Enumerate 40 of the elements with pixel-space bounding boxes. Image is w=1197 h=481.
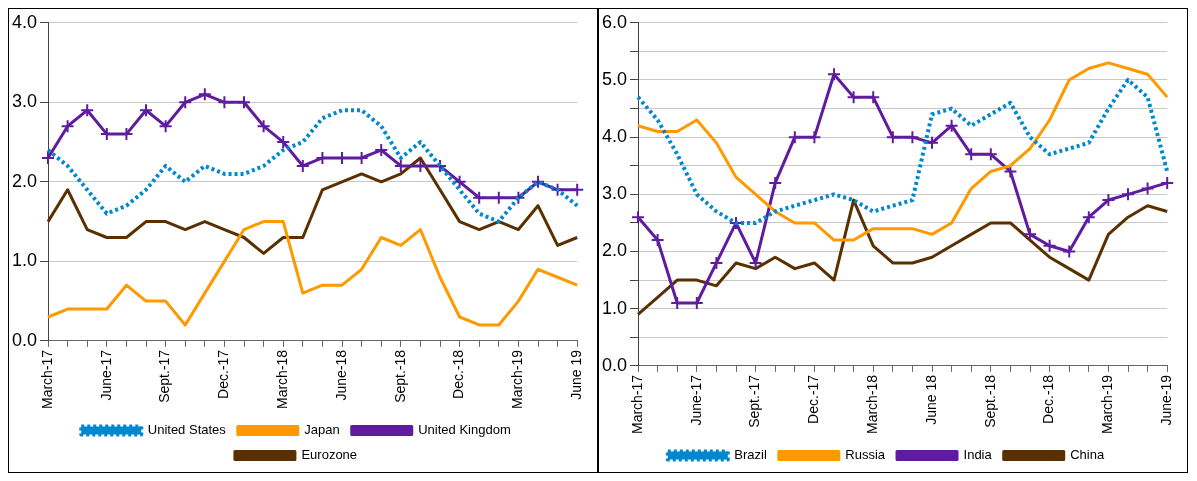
x-tick-label: Dec.-18 — [450, 349, 467, 399]
x-tick-label: Sept.-18 — [391, 349, 408, 403]
y-tick-label: 0.0 — [601, 354, 628, 375]
y-tick-label: 3.0 — [11, 91, 38, 112]
x-tick-label: Sept.-18 — [981, 374, 998, 428]
x-tick-label: Dec.-18 — [1040, 374, 1057, 424]
x-tick-label: June-18 — [332, 349, 349, 401]
x-tick-label: June-17 — [687, 374, 704, 426]
x-tick-label: June 18 — [922, 374, 939, 425]
y-tick-label: 2.0 — [601, 240, 628, 261]
x-tick-label: March-19 — [509, 349, 526, 410]
y-tick-label: 2.0 — [11, 170, 38, 191]
y-tick-label: 3.0 — [601, 183, 628, 204]
x-tick-label: March-18 — [864, 374, 881, 435]
y-tick-label: 4.0 — [11, 11, 38, 32]
legend-label: China — [1070, 447, 1105, 463]
y-tick-label: 0.0 — [11, 329, 38, 350]
legend-label: Eurozone — [301, 447, 358, 463]
x-tick-label: Dec.-17 — [805, 374, 822, 424]
y-tick-label: 5.0 — [601, 68, 628, 89]
y-tick-label: 1.0 — [11, 250, 38, 271]
x-tick-label: Sept.-17 — [746, 374, 763, 428]
legend-label: Russia — [845, 447, 886, 463]
y-tick-label: 4.0 — [601, 126, 628, 147]
x-tick-label: March-19 — [1099, 374, 1116, 435]
x-tick-label: March-18 — [274, 349, 291, 410]
y-tick-label: 1.0 — [601, 297, 628, 318]
x-tick-label: June 19 — [568, 349, 585, 400]
x-tick-label: Sept.-17 — [156, 349, 173, 403]
y-tick-label: 6.0 — [601, 11, 628, 32]
legend-label: Japan — [304, 422, 340, 438]
x-tick-label: June-19 — [1158, 374, 1175, 426]
legend-label: Brazil — [734, 447, 767, 463]
legend-label: United Kingdom — [418, 422, 511, 438]
x-tick-label: Dec.-17 — [215, 349, 232, 399]
x-tick-label: March-17 — [38, 349, 55, 410]
x-tick-label: June-17 — [97, 349, 114, 401]
legend-label: United States — [147, 422, 227, 438]
legend-label: India — [963, 447, 993, 463]
x-tick-label: March-17 — [628, 374, 645, 435]
